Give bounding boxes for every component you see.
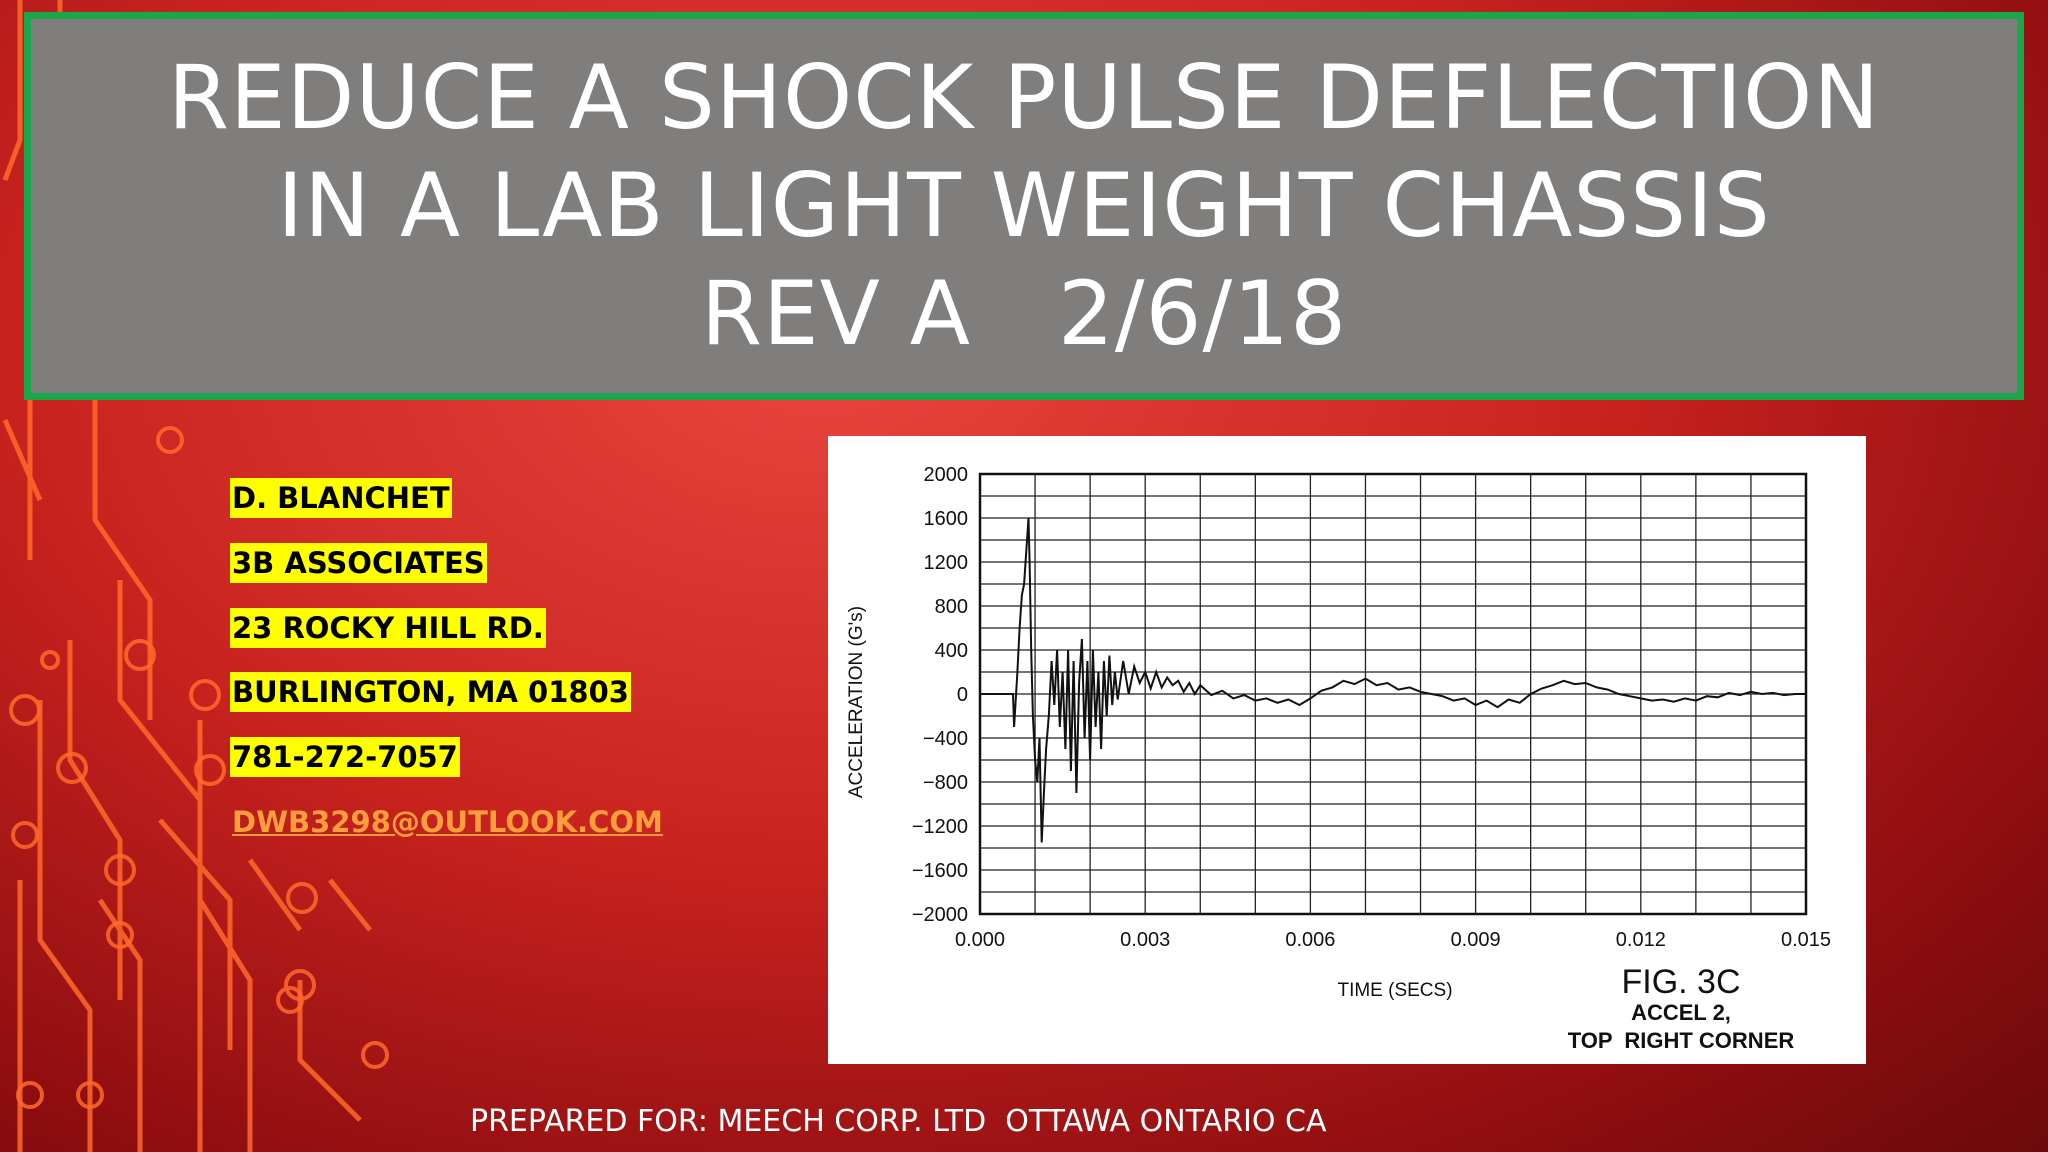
y-tick-label: 0 (957, 684, 968, 706)
circuit-board-decoration (2, 0, 389, 1152)
contact-phone: 781-272-7057 (230, 737, 460, 777)
x-tick-label: 0.003 (1120, 929, 1170, 951)
x-tick-label: 0.015 (1781, 929, 1831, 951)
x-axis-label: TIME (SECS) (1337, 980, 1452, 1001)
figure-caption-2: TOP RIGHT CORNER (1568, 1028, 1795, 1053)
prepared-for-footer: PREPARED FOR: MEECH CORP. LTD OTTAWA ONT… (470, 1104, 1327, 1139)
y-tick-label: −400 (923, 728, 968, 750)
y-tick-label: 800 (935, 596, 968, 618)
y-tick-label: −1200 (912, 816, 968, 838)
y-tick-label: 400 (935, 640, 968, 662)
contact-company: 3B ASSOCIATES (230, 543, 487, 583)
y-tick-label: 1200 (924, 552, 969, 574)
contact-city: BURLINGTON, MA 01803 (230, 672, 631, 712)
x-tick-label: 0.009 (1451, 929, 1501, 951)
figure-label: FIG. 3C (1621, 963, 1740, 1001)
y-tick-label: 1600 (924, 508, 969, 530)
title-banner: REDUCE A SHOCK PULSE DEFLECTION IN A LAB… (24, 12, 2024, 400)
acceleration-trace (980, 517, 1806, 843)
contact-name: D. BLANCHET (230, 478, 452, 518)
title-line-2: IN A LAB LIGHT WEIGHT CHASSIS (277, 154, 1771, 257)
x-tick-label: 0.000 (955, 929, 1005, 951)
chart-svg: 2000 1600 1200 800 400 0 −400 −800 −1200 −1600 −20… (846, 464, 1831, 1053)
y-tick-label: 2000 (924, 464, 969, 486)
x-tick-label: 0.012 (1616, 929, 1666, 951)
title-line-3: REV A 2/6/18 (700, 262, 1348, 365)
figure-caption-1: ACCEL 2, (1631, 1000, 1731, 1025)
contact-email-link[interactable]: DWB3298@OUTLOOK.COM (232, 805, 663, 839)
title-line-1: REDUCE A SHOCK PULSE DEFLECTION (167, 46, 1881, 149)
contact-street: 23 ROCKY HILL RD. (230, 608, 546, 648)
y-tick-label: −1600 (912, 860, 968, 882)
y-axis-label: ACCELERATION (G's) (846, 606, 867, 798)
shock-pulse-chart: 2000 1600 1200 800 400 0 −400 −800 −1200 −1600 −20… (828, 436, 1866, 1064)
y-tick-label: −800 (923, 772, 968, 794)
y-tick-label: −2000 (912, 904, 968, 926)
x-tick-label: 0.006 (1285, 929, 1335, 951)
